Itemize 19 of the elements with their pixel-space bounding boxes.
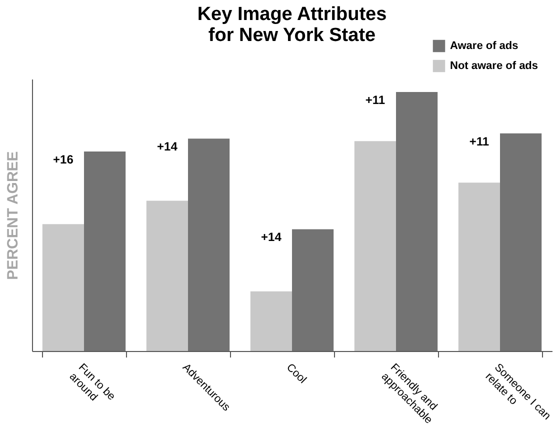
annotation: +11 [469,134,490,148]
bar [354,141,396,351]
bar [84,152,126,351]
annotation: +16 [53,152,74,167]
bar [458,182,500,351]
annotation: +11 [365,92,386,107]
y-axis-title: PERCENT AGREE [4,151,22,280]
annotation: +14 [157,140,178,154]
bar [250,291,292,351]
bar [500,133,542,351]
bar [292,229,334,351]
legend-label: Not aware of ads [450,60,538,72]
bar [146,200,188,351]
chart-title: Key Image Attributes for New York State [197,4,387,46]
legend-label: Aware of ads [450,40,518,52]
bar [42,224,84,351]
bar [188,138,230,351]
bar [396,92,438,351]
annotation: +14 [261,230,282,244]
